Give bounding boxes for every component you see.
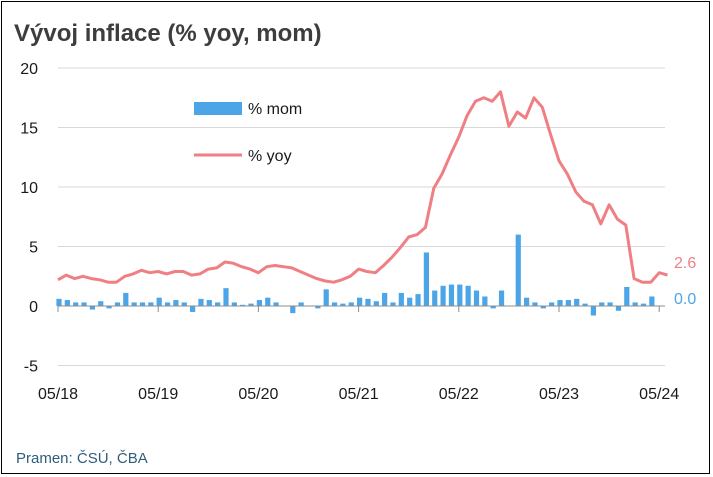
mom-bar [473,290,480,306]
mom-bar [240,304,246,306]
x-tick-label: 05/22 [439,386,479,403]
end-label-yoy: 2.6 [674,255,696,272]
mom-bar [323,289,329,306]
mom-bar [415,294,421,306]
mom-bar [640,303,647,306]
x-tick-label: 05/23 [539,386,579,403]
x-tick-label: 05/18 [38,386,78,403]
y-axis-ticks: 20 15 10 5 0 -5 [20,61,38,376]
mom-bar [131,302,137,306]
mom-bar [624,286,630,306]
mom-bar [649,296,655,306]
mom-bar [565,300,571,306]
mom-bar [532,302,538,306]
mom-bar [574,298,580,306]
mom-bar [106,306,112,309]
mom-bar [173,300,179,306]
mom-bar [273,302,279,306]
mom-bar [231,302,237,306]
mom-bar [348,302,354,306]
mom-bar [164,302,171,306]
mom-bar [448,284,455,306]
mom-bar [590,306,596,316]
mom-bar [265,297,271,306]
mom-bar [215,302,221,306]
x-tick-label: 05/20 [238,386,278,403]
mom-bar [98,301,104,306]
x-axis-ticks: 05/18 05/19 05/20 05/21 05/22 05/23 05/24 [38,306,679,403]
mom-bar [290,306,296,314]
mom-bars [56,234,655,316]
mom-bar [465,285,471,306]
mom-bar [89,306,95,310]
mom-bar [156,297,162,306]
mom-bar [190,306,196,312]
mom-bar [148,302,154,306]
mom-bar [357,297,363,306]
legend: % mom % yoy [194,101,302,165]
x-tick-label: 05/24 [639,386,679,403]
mom-bar [139,302,146,306]
mom-bar [365,298,371,306]
mom-bar [423,252,429,306]
mom-bar [390,302,396,306]
mom-bar [407,297,413,306]
mom-bar [373,301,379,306]
mom-bar [56,298,62,306]
legend-mom-swatch [194,102,242,115]
mom-bar [482,296,488,306]
mom-bar [607,302,613,306]
mom-bar [315,306,321,309]
mom-bar [599,302,605,306]
gridlines [58,67,665,366]
y-tick-label: 15 [20,121,38,138]
yoy-line [57,90,668,284]
mom-bar [64,300,70,306]
y-tick-label: -5 [24,359,38,376]
mom-bar [256,300,262,306]
x-tick-label: 05/21 [339,386,379,403]
mom-bar [632,302,638,306]
mom-bar [181,302,187,306]
mom-bar [432,290,438,306]
y-tick-label: 20 [20,61,38,78]
mom-bar [206,300,212,306]
y-tick-label: 0 [29,299,38,316]
mom-bar [440,285,446,306]
y-tick-label: 5 [29,240,38,257]
mom-bar [340,303,346,306]
mom-bar [248,303,254,306]
chart-title: Vývoj inflace (% yoy, mom) [14,20,322,47]
mom-bar [524,297,530,306]
mom-bar [582,303,588,306]
mom-bar [223,288,229,306]
mom-bar [490,306,496,309]
mom-bar [73,302,79,306]
mom-bar [298,302,304,306]
mom-bar [498,290,505,306]
mom-bar [515,234,521,306]
mom-bar [331,302,338,306]
end-label-mom: 0.0 [674,291,696,308]
mom-bar [81,302,87,306]
mom-bar [382,292,388,306]
mom-bar [123,292,129,306]
mom-bar [398,292,404,306]
x-tick-label: 05/19 [138,386,178,403]
legend-yoy-label: % yoy [248,148,292,165]
mom-bar [557,300,563,306]
mom-bar [615,306,622,311]
mom-bar [114,302,121,306]
inflation-chart: 20 15 10 5 0 -5 05/18 05/19 05/20 05/21 05/22 05/2… [20,61,696,403]
mom-bar [549,302,555,306]
y-tick-label: 10 [20,180,38,197]
source-note: Pramen: ČSÚ, ČBA [16,450,148,467]
mom-bar [198,298,204,306]
mom-bar [457,284,463,306]
mom-bar [540,306,546,309]
legend-mom-label: % mom [248,101,302,118]
